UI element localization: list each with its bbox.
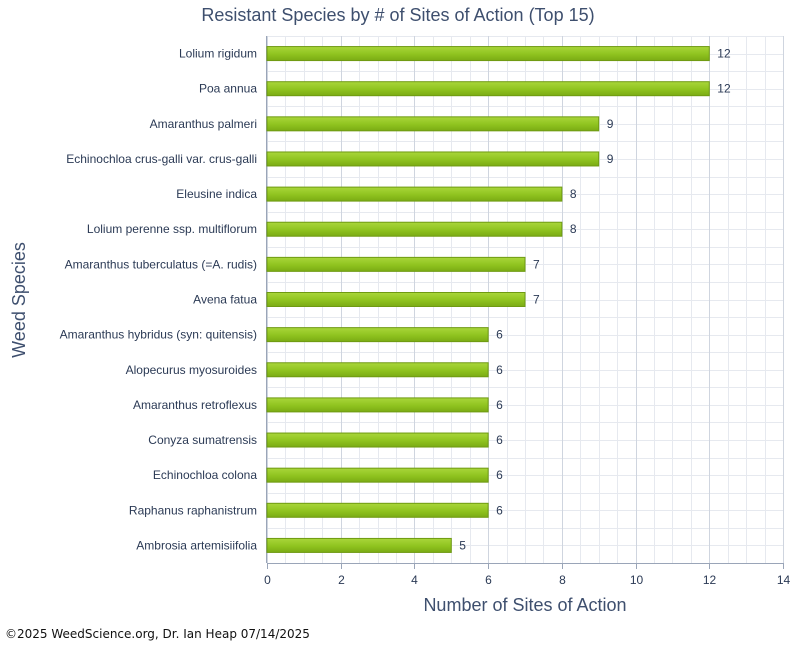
bar (266, 116, 600, 132)
data-label: 8 (570, 222, 577, 236)
data-label: 12 (717, 82, 731, 96)
data-label: 8 (570, 187, 577, 201)
category-label: Lolium perenne ssp. multiflorum (87, 222, 257, 236)
bars: 12 12 9 9 8 8 7 7 6 6 6 6 6 6 5 (266, 46, 731, 553)
copyright-credit: ©2025 WeedScience.org, Dr. Ian Heap 07/1… (5, 627, 310, 641)
chart-title: Resistant Species by # of Sites of Actio… (201, 5, 594, 25)
x-tick-label: 14 (777, 573, 791, 587)
x-tick-label: 8 (559, 573, 566, 587)
data-label: 6 (496, 468, 503, 482)
bar (266, 221, 563, 237)
x-axis-title: Number of Sites of Action (423, 595, 626, 615)
category-label: Amaranthus hybridus (syn: quitensis) (60, 328, 257, 342)
data-label: 7 (533, 257, 540, 271)
data-label: 9 (607, 117, 614, 131)
bar (266, 151, 600, 167)
x-tick-label: 2 (338, 573, 345, 587)
bar (266, 186, 563, 202)
category-label: Conyza sumatrensis (148, 433, 257, 447)
category-label: Amaranthus tuberculatus (=A. rudis) (65, 257, 257, 271)
bar (266, 362, 489, 378)
bar (266, 502, 489, 518)
data-label: 9 (607, 152, 614, 166)
bar (266, 327, 489, 343)
bar (266, 81, 710, 97)
category-label: Echinochloa colona (153, 468, 257, 482)
data-label: 6 (496, 503, 503, 517)
category-labels: Lolium rigidum Poa annua Amaranthus palmer… (60, 47, 258, 553)
category-label: Lolium rigidum (179, 47, 257, 61)
category-label: Poa annua (199, 82, 257, 96)
x-axis-ticks: 0 2 4 6 8 10 12 14 (264, 563, 790, 587)
bar (266, 397, 489, 413)
bar (266, 467, 489, 483)
x-tick-label: 6 (485, 573, 492, 587)
y-axis-title: Weed Species (9, 242, 29, 358)
bar (266, 537, 452, 553)
x-tick-label: 12 (703, 573, 717, 587)
category-label: Amaranthus palmeri (150, 117, 257, 131)
bar (266, 432, 489, 448)
bar (266, 46, 710, 62)
category-label: Avena fatua (193, 293, 257, 307)
category-label: Raphanus raphanistrum (129, 503, 257, 517)
x-tick-label: 4 (411, 573, 418, 587)
bar (266, 256, 526, 272)
x-tick-label: 0 (264, 573, 271, 587)
category-label: Ambrosia artemisiifolia (136, 538, 257, 552)
category-label: Eleusine indica (176, 187, 257, 201)
data-label: 6 (496, 433, 503, 447)
bar (266, 292, 526, 307)
data-label: 6 (496, 328, 503, 342)
data-label: 12 (717, 47, 731, 61)
category-label: Amaranthus retroflexus (133, 398, 257, 412)
x-tick-label: 10 (630, 573, 644, 587)
data-label: 6 (496, 363, 503, 377)
data-label: 7 (533, 293, 540, 307)
data-label: 5 (459, 538, 466, 552)
category-label: Alopecurus myosuroides (126, 363, 257, 377)
data-label: 6 (496, 398, 503, 412)
category-label: Echinochloa crus-galli var. crus-galli (66, 152, 257, 166)
